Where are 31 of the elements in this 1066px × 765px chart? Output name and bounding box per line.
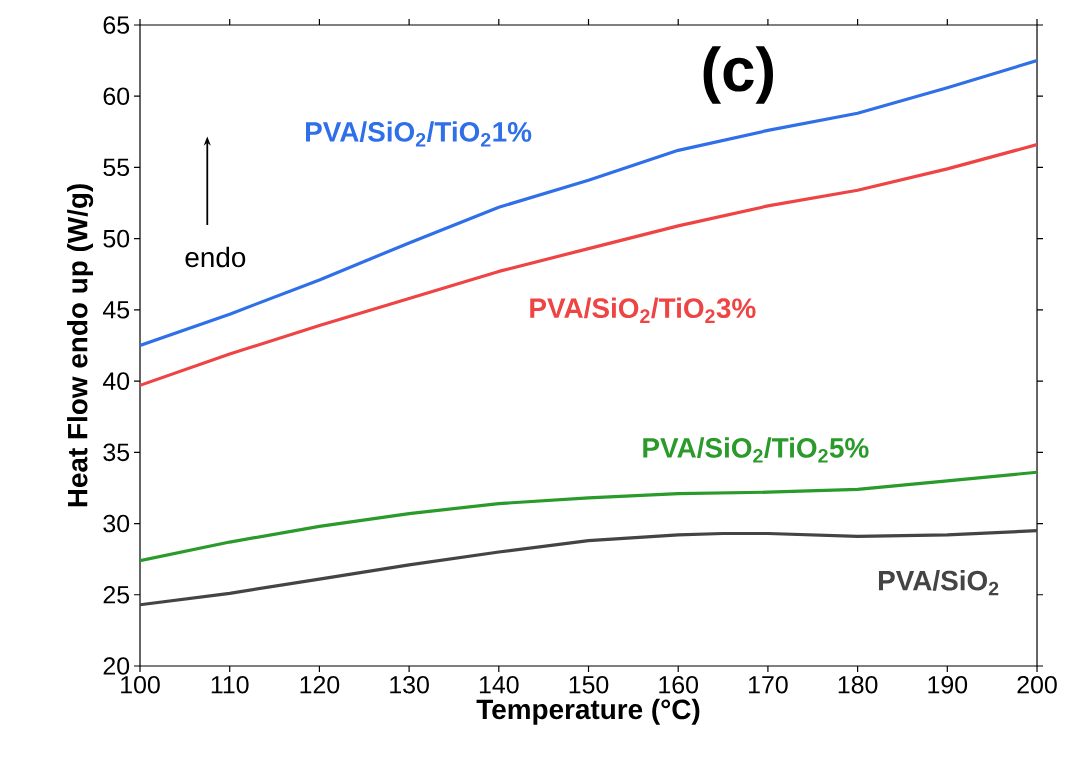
x-tick-label: 180: [838, 675, 878, 694]
x-tick-label: 120: [300, 675, 340, 694]
y-tick-label: 40: [102, 372, 130, 390]
chart-title: (c): [703, 46, 773, 104]
y-tick-label: 25: [103, 585, 130, 604]
annotation: endo: [185, 246, 246, 268]
x-tick-label: 160: [659, 675, 698, 694]
series-label: PVA/SiO$_{2}$/TiO$_{2}$3%: [530, 297, 756, 323]
x-axis-title: Temperature (°C): [476, 698, 700, 725]
y-tick-label: 55: [103, 158, 130, 177]
y-tick-label: 50: [103, 229, 130, 248]
x-tick-label: 190: [928, 675, 968, 694]
x-tick-label: 170: [749, 675, 788, 694]
y-tick-label: 30: [103, 514, 130, 533]
y-tick-label: 65: [103, 16, 130, 34]
series-label: PVA/SiO$_{2}$/TiO$_{2}$1%: [306, 121, 532, 147]
line-series: [140, 529, 1038, 607]
line-series: [140, 470, 1038, 563]
series-label: PVA/SiO$_{2}$/TiO$_{2}$5%: [643, 437, 869, 463]
x-tick-label: 100: [121, 675, 160, 694]
y-tick-label: 60: [103, 87, 130, 106]
y-tick-label: 45: [102, 301, 130, 319]
y-tick-label: 20: [103, 657, 130, 675]
y-axis-title: Heat Flow endo up (W/g): [67, 184, 94, 507]
y-tick-label: 35: [103, 443, 130, 462]
x-tick-label: 130: [390, 675, 429, 694]
x-tick-label: 140: [479, 675, 519, 694]
x-tick-label: 110: [211, 675, 249, 694]
x-tick-label: 200: [1017, 675, 1057, 694]
x-tick-label: 150: [569, 675, 609, 694]
series-label: PVA/SiO$_{2}$: [878, 570, 999, 596]
